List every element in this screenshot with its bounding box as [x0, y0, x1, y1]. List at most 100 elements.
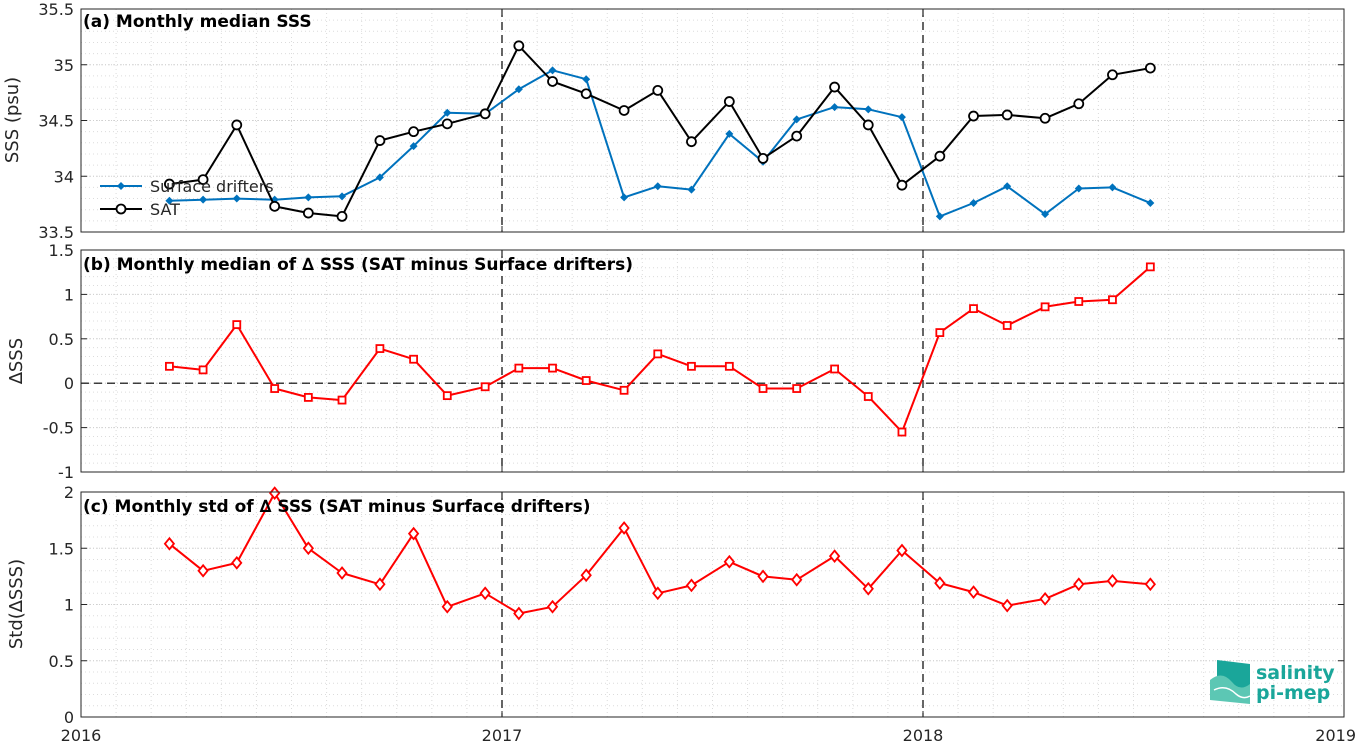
data-point — [304, 193, 313, 202]
data-point — [723, 96, 735, 107]
grid-layer — [81, 8, 1344, 718]
data-point — [1039, 112, 1051, 124]
data-point — [441, 118, 453, 130]
data-point — [723, 554, 736, 569]
data-point — [1073, 98, 1085, 110]
data-point — [1039, 591, 1051, 606]
data-point — [829, 81, 840, 93]
data-point — [164, 178, 175, 190]
data-point — [409, 142, 418, 151]
data-point — [442, 391, 452, 401]
data-point — [1001, 109, 1013, 121]
data-point — [687, 185, 696, 194]
data-point — [513, 40, 525, 52]
axes-layer — [80, 8, 1345, 718]
data-point — [652, 586, 664, 601]
y-tick-label: 34 — [54, 167, 74, 186]
data-point — [758, 384, 768, 393]
data-point — [302, 207, 314, 219]
data-point — [1074, 184, 1083, 193]
data-point — [757, 153, 769, 164]
data-point — [375, 173, 384, 182]
data-point — [724, 361, 734, 371]
y-tick-label: 1.5 — [49, 539, 74, 558]
legend: Surface drifters SAT — [100, 177, 274, 219]
data-point — [792, 115, 801, 124]
logo-line2: pi-mep — [1256, 682, 1330, 704]
data-point — [896, 543, 908, 558]
y-tick-label: 35.5 — [38, 0, 74, 19]
legend-label-drifters: Surface drifters — [150, 177, 274, 196]
data-point — [337, 395, 347, 405]
y-tick-label: 34.5 — [38, 112, 74, 131]
panel-a-ylabel: SSS (psu) — [2, 77, 23, 163]
data-point — [375, 344, 385, 353]
data-point — [830, 103, 839, 112]
data-point — [268, 486, 281, 501]
data-point — [685, 578, 698, 593]
data-point — [269, 200, 281, 212]
data-point — [1106, 573, 1119, 588]
data-point — [514, 363, 524, 373]
data-point — [1003, 182, 1012, 191]
data-point — [1041, 210, 1050, 219]
x-tick-label: 2018 — [903, 726, 944, 745]
data-point — [198, 365, 208, 375]
salinity-pi-mep-logo: salinity pi-mep — [1210, 660, 1335, 704]
data-point — [1108, 183, 1117, 192]
data-point — [165, 196, 174, 205]
panel-a-title: (a) Monthly median SSS — [83, 12, 312, 32]
data-point — [618, 521, 630, 535]
legend-marker-drifters — [117, 182, 125, 190]
data-point — [863, 392, 873, 401]
data-point — [1040, 302, 1050, 312]
y-tick-label: 35 — [54, 56, 74, 75]
data-point — [303, 393, 313, 402]
data-point — [1073, 577, 1085, 592]
data-point — [548, 66, 557, 75]
data-point — [791, 572, 803, 587]
y-tick-label: -0.5 — [43, 419, 74, 438]
data-point — [757, 569, 769, 584]
y-tick-label: 0.5 — [49, 652, 74, 671]
data-point — [1145, 262, 1155, 272]
data-point — [1144, 577, 1157, 592]
data-point — [443, 108, 452, 117]
data-point — [830, 364, 839, 374]
y-tick-label: 0.5 — [49, 330, 74, 349]
legend-label-sat: SAT — [150, 200, 180, 219]
data-point — [864, 105, 873, 114]
data-point — [1074, 297, 1084, 306]
data-point — [969, 199, 978, 208]
data-point — [686, 136, 697, 148]
data-point — [897, 427, 907, 437]
data-point — [897, 113, 906, 122]
data-point — [653, 349, 663, 359]
series-line-panel1-0 — [169, 266, 1151, 433]
data-point — [1144, 62, 1156, 74]
y-tick-label: 1 — [64, 596, 74, 615]
data-point — [620, 193, 629, 202]
data-point — [374, 135, 386, 146]
y-tick-label: 2 — [64, 483, 74, 502]
axes-box-panel-1 — [80, 249, 1345, 473]
reference-layer — [81, 9, 1344, 717]
data-point — [514, 85, 523, 94]
data-point — [513, 606, 525, 621]
legend-marker-sat — [115, 203, 127, 215]
data-point — [231, 119, 243, 131]
y-tick-label: 1.5 — [49, 241, 74, 260]
data-point — [163, 536, 176, 551]
data-point — [1002, 321, 1012, 330]
data-point — [935, 328, 945, 337]
data-point — [725, 129, 734, 138]
data-point — [232, 320, 242, 329]
series-layer — [163, 40, 1157, 621]
data-point — [408, 126, 419, 138]
data-point — [479, 108, 491, 120]
panel-b-title: (b) Monthly median of ∆ SSS (SAT minus S… — [83, 255, 633, 275]
data-point — [582, 75, 591, 84]
y-tick-label: -1 — [58, 463, 74, 482]
data-point — [1108, 295, 1117, 305]
